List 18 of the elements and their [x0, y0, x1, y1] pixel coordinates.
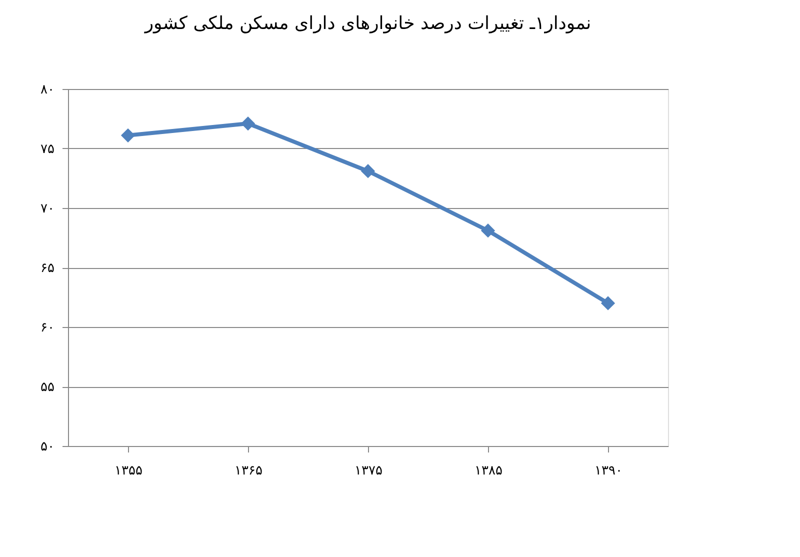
y-tick-label: ۵۰	[40, 440, 54, 454]
y-tick-label: ۶۰	[40, 320, 54, 336]
point	[240, 116, 256, 131]
point	[360, 164, 376, 178]
x-tick-label: ۱۳۹۰	[594, 464, 622, 478]
point	[480, 224, 496, 238]
y-tick-label: ۷۵	[40, 142, 55, 157]
point	[120, 128, 136, 142]
x-tick-label: ۱۳۵۵	[114, 464, 142, 478]
y-tick-label: ۶۵	[40, 261, 55, 276]
x-tick-label: ۱۳۷۵	[354, 464, 382, 478]
y-tick-label: ۵۵	[40, 380, 55, 395]
y-tick-label: ۷۰	[40, 202, 54, 216]
point	[600, 296, 616, 310]
x-tick-label: ۱۳۸۵	[474, 464, 502, 478]
x-tick-label: ۱۳۶۵	[234, 464, 262, 478]
chart-title: نمودار۱ـ تغییرات درصد خانوارهای دارای مسکن ملکی کشور	[144, 13, 592, 34]
y-tick-label: ۸۰	[40, 82, 54, 98]
